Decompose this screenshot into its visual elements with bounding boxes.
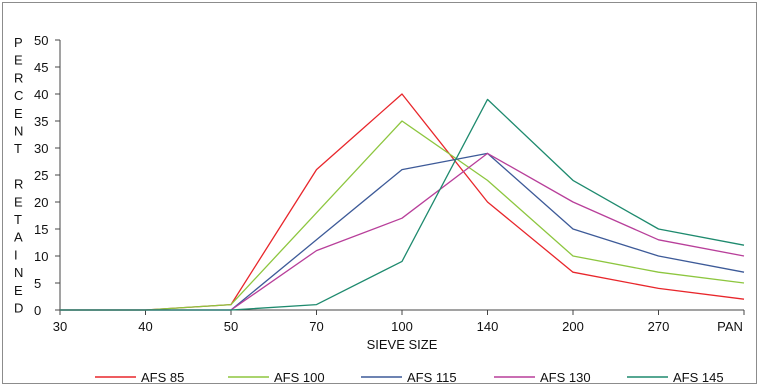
legend-label: AFS 115 — [407, 370, 457, 385]
x-tick-label: 200 — [562, 319, 584, 334]
chart-frame — [2, 2, 757, 384]
y-tick-label: 10 — [34, 249, 48, 264]
x-tick-label: 30 — [53, 319, 67, 334]
y-tick-label: 35 — [34, 114, 48, 129]
series-line — [60, 98, 745, 311]
y-tick-label: 0 — [34, 303, 41, 318]
series-lines — [60, 93, 745, 311]
y-tick-label: 15 — [34, 222, 48, 237]
legend-label: AFS 100 — [274, 370, 325, 385]
y-tick-label: 30 — [34, 141, 48, 156]
x-tick-label: 100 — [391, 319, 413, 334]
x-tick-label: 270 — [648, 319, 670, 334]
legend-label: AFS 145 — [673, 370, 724, 385]
series-line — [60, 93, 745, 311]
x-tick-label: 40 — [138, 319, 152, 334]
legend: AFS 85 AFS 100 AFS 115 AFS 130 AFS 145 — [95, 370, 724, 385]
legend-label: AFS 130 — [540, 370, 591, 385]
x-tick-label: PAN — [717, 319, 743, 334]
y-tick-label: 45 — [34, 60, 48, 75]
series-line — [60, 152, 745, 311]
series-line — [60, 120, 745, 311]
y-tick-label: 20 — [34, 195, 48, 210]
legend-label: AFS 85 — [141, 370, 184, 385]
x-axis-ticks: 30 40 50 70 100 140 200 270 PAN — [53, 310, 745, 334]
y-tick-label: 40 — [34, 87, 48, 102]
x-tick-label: 70 — [309, 319, 323, 334]
y-tick-label: 5 — [34, 276, 41, 291]
y-axis-ticks: 0 5 10 15 20 25 30 35 40 45 50 — [34, 33, 60, 318]
x-tick-label: 50 — [224, 319, 238, 334]
y-tick-label: 25 — [34, 168, 48, 183]
x-axis-title: SIEVE SIZE — [367, 337, 438, 352]
y-tick-label: 50 — [34, 33, 48, 48]
x-tick-label: 140 — [477, 319, 499, 334]
